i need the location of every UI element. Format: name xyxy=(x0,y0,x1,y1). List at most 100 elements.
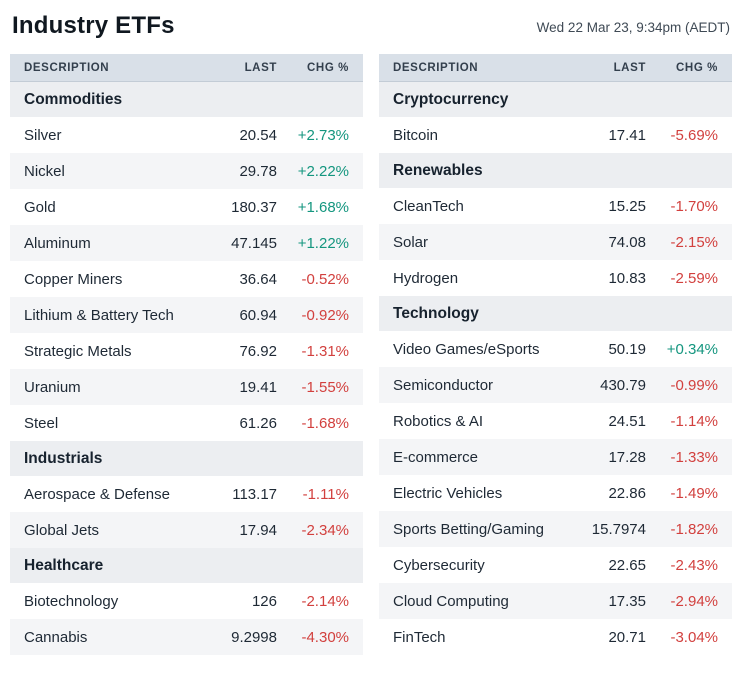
etf-change-percent: +2.73% xyxy=(297,126,349,144)
table-row-lithium-battery-tech[interactable]: Lithium & Battery Tech 60.94 -0.92% xyxy=(10,297,363,333)
etf-last-price: 22.86 xyxy=(608,484,646,502)
table-row-video-games-esports[interactable]: Video Games/eSports 50.19 +0.34% xyxy=(379,331,732,367)
etf-last-price: 17.94 xyxy=(239,521,277,539)
table-row-cloud-computing[interactable]: Cloud Computing 17.35 -2.94% xyxy=(379,583,732,619)
etf-name: Uranium xyxy=(24,378,81,396)
etf-name: Biotechnology xyxy=(24,592,119,610)
table-row-sports-betting-gaming[interactable]: Sports Betting/Gaming 15.7974 -1.82% xyxy=(379,511,732,547)
table-row-steel[interactable]: Steel 61.26 -1.68% xyxy=(10,405,363,441)
etf-last-price: 17.28 xyxy=(608,448,646,466)
table-row-cybersecurity[interactable]: Cybersecurity 22.65 -2.43% xyxy=(379,547,732,583)
table-row-aerospace-defense[interactable]: Aerospace & Defense 113.17 -1.11% xyxy=(10,476,363,512)
etf-last-price: 430.79 xyxy=(600,376,646,394)
table-row-hydrogen[interactable]: Hydrogen 10.83 -2.59% xyxy=(379,260,732,296)
etf-change-percent: -0.92% xyxy=(301,306,349,324)
column-header-last: LAST xyxy=(244,61,277,74)
etf-name: Silver xyxy=(24,126,62,144)
table-row-robotics-ai[interactable]: Robotics & AI 24.51 -1.14% xyxy=(379,403,732,439)
table-row-cannabis[interactable]: Cannabis 9.2998 -4.30% xyxy=(10,619,363,655)
table-row-aluminum[interactable]: Aluminum 47.145 +1.22% xyxy=(10,225,363,261)
etf-last-price: 17.35 xyxy=(608,592,646,610)
etf-change-percent: -4.30% xyxy=(301,628,349,646)
table-row-fintech[interactable]: FinTech 20.71 -3.04% xyxy=(379,619,732,655)
table-row-global-jets[interactable]: Global Jets 17.94 -2.34% xyxy=(10,512,363,548)
etf-change-percent: -1.33% xyxy=(670,448,718,466)
etf-table-right: DESCRIPTION LAST CHG % Cryptocurrency Bit… xyxy=(379,54,732,655)
etf-change-percent: -1.49% xyxy=(670,484,718,502)
etf-change-percent: +0.34% xyxy=(666,340,718,358)
etf-last-price: 10.83 xyxy=(608,269,646,287)
etf-change-percent: -1.68% xyxy=(301,414,349,432)
column-header-description: DESCRIPTION xyxy=(24,61,110,74)
etf-change-percent: -5.69% xyxy=(670,126,718,144)
etf-last-price: 61.26 xyxy=(239,414,277,432)
section-header-technology: Technology xyxy=(379,296,732,331)
etf-name: FinTech xyxy=(393,628,446,646)
column-header-chg: CHG % xyxy=(676,61,718,74)
industry-etfs-widget: Industry ETFs Wed 22 Mar 23, 9:34pm (AED… xyxy=(10,8,732,655)
etf-last-price: 20.54 xyxy=(239,126,277,144)
column-header-chg: CHG % xyxy=(307,61,349,74)
etf-name: Lithium & Battery Tech xyxy=(24,306,174,324)
etf-last-price: 19.41 xyxy=(239,378,277,396)
table-row-copper-miners[interactable]: Copper Miners 36.64 -0.52% xyxy=(10,261,363,297)
etf-last-price: 15.7974 xyxy=(591,520,646,538)
etf-last-price: 29.78 xyxy=(239,162,277,180)
etf-name: Semiconductor xyxy=(393,376,494,394)
table-row-uranium[interactable]: Uranium 19.41 -1.55% xyxy=(10,369,363,405)
etf-last-price: 74.08 xyxy=(608,233,646,251)
etf-name: Video Games/eSports xyxy=(393,340,540,358)
table-row-electric-vehicles[interactable]: Electric Vehicles 22.86 -1.49% xyxy=(379,475,732,511)
etf-last-price: 76.92 xyxy=(239,342,277,360)
table-row-nickel[interactable]: Nickel 29.78 +2.22% xyxy=(10,153,363,189)
etf-change-percent: -2.15% xyxy=(670,233,718,251)
etf-name: Steel xyxy=(24,414,59,432)
etf-name: E-commerce xyxy=(393,448,479,466)
etf-name: Cybersecurity xyxy=(393,556,485,574)
tables-container: DESCRIPTION LAST CHG % Commodities Silver… xyxy=(10,54,732,655)
table-row-solar[interactable]: Solar 74.08 -2.15% xyxy=(379,224,732,260)
etf-name: CleanTech xyxy=(393,197,464,215)
table-row-strategic-metals[interactable]: Strategic Metals 76.92 -1.31% xyxy=(10,333,363,369)
table-row-biotechnology[interactable]: Biotechnology 126 -2.14% xyxy=(10,583,363,619)
etf-name: Electric Vehicles xyxy=(393,484,503,502)
table-row-gold[interactable]: Gold 180.37 +1.68% xyxy=(10,189,363,225)
section-header-commodities: Commodities xyxy=(10,82,363,117)
etf-table-left: DESCRIPTION LAST CHG % Commodities Silver… xyxy=(10,54,363,655)
topbar: Industry ETFs Wed 22 Mar 23, 9:34pm (AED… xyxy=(10,8,732,54)
table-row-e-commerce[interactable]: E-commerce 17.28 -1.33% xyxy=(379,439,732,475)
etf-last-price: 60.94 xyxy=(239,306,277,324)
etf-change-percent: -1.70% xyxy=(670,197,718,215)
table-row-silver[interactable]: Silver 20.54 +2.73% xyxy=(10,117,363,153)
etf-name: Sports Betting/Gaming xyxy=(393,520,544,538)
etf-last-price: 22.65 xyxy=(608,556,646,574)
etf-name: Aluminum xyxy=(24,234,91,252)
column-header-last: LAST xyxy=(613,61,646,74)
table-header-row: DESCRIPTION LAST CHG % xyxy=(10,54,363,82)
table-row-cleantech[interactable]: CleanTech 15.25 -1.70% xyxy=(379,188,732,224)
etf-last-price: 17.41 xyxy=(608,126,646,144)
etf-name: Bitcoin xyxy=(393,126,439,144)
etf-name: Robotics & AI xyxy=(393,412,484,430)
etf-change-percent: -2.94% xyxy=(670,592,718,610)
etf-name: Hydrogen xyxy=(393,269,459,287)
table-row-semiconductor[interactable]: Semiconductor 430.79 -0.99% xyxy=(379,367,732,403)
etf-last-price: 180.37 xyxy=(231,198,277,216)
section-header-healthcare: Healthcare xyxy=(10,548,363,583)
etf-change-percent: +1.22% xyxy=(297,234,349,252)
section-header-industrials: Industrials xyxy=(10,441,363,476)
etf-last-price: 24.51 xyxy=(608,412,646,430)
etf-change-percent: -2.34% xyxy=(301,521,349,539)
table-header-row: DESCRIPTION LAST CHG % xyxy=(379,54,732,82)
etf-change-percent: -3.04% xyxy=(670,628,718,646)
etf-change-percent: -1.11% xyxy=(302,485,349,503)
table-row-bitcoin[interactable]: Bitcoin 17.41 -5.69% xyxy=(379,117,732,153)
etf-name: Strategic Metals xyxy=(24,342,132,360)
timestamp: Wed 22 Mar 23, 9:34pm (AEDT) xyxy=(536,20,730,35)
etf-change-percent: -0.52% xyxy=(301,270,349,288)
etf-change-percent: -1.82% xyxy=(670,520,718,538)
etf-name: Solar xyxy=(393,233,429,251)
etf-last-price: 50.19 xyxy=(608,340,646,358)
etf-change-percent: -0.99% xyxy=(670,376,718,394)
etf-change-percent: -2.59% xyxy=(670,269,718,287)
